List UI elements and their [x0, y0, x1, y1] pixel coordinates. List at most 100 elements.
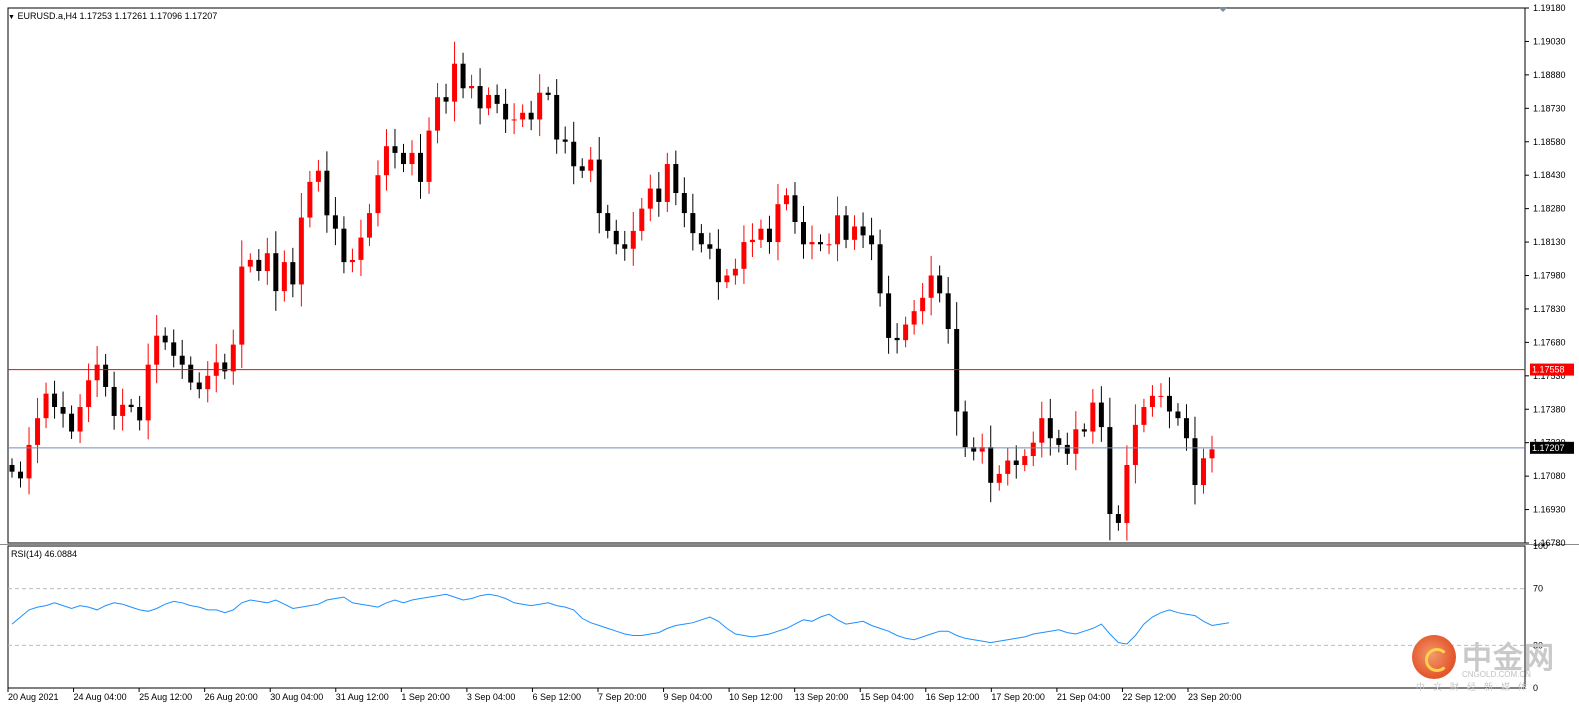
candle-body — [239, 266, 245, 345]
candle-body — [886, 293, 892, 338]
watermark: 中金网 CNGOLD.COM.CN 中文财经新媒体 — [1410, 633, 1570, 693]
candle-body — [520, 112, 526, 120]
candle — [749, 223, 755, 258]
candle — [383, 129, 389, 191]
candle-body — [537, 92, 543, 120]
candle — [103, 353, 109, 397]
time-axis-label: 10 Sep 12:00 — [729, 692, 783, 702]
candle — [1209, 435, 1215, 473]
candle-body — [145, 364, 151, 421]
price-axis-label: 1.17530 — [1533, 371, 1566, 381]
candle-body — [554, 94, 560, 140]
candle — [18, 461, 24, 488]
candle — [1158, 383, 1164, 408]
candle — [613, 219, 619, 255]
candle — [349, 248, 355, 273]
candle — [435, 83, 441, 144]
candle — [196, 372, 202, 399]
candle — [162, 327, 168, 350]
candle — [766, 215, 772, 254]
candle-body — [273, 253, 279, 292]
candle-body — [749, 239, 755, 243]
candle — [647, 174, 653, 222]
candle-body — [298, 217, 304, 285]
candle-body — [1166, 395, 1172, 412]
candle-body — [196, 382, 202, 390]
candle-body — [1090, 402, 1096, 432]
candle-body — [877, 244, 883, 294]
candle-body — [545, 92, 551, 95]
candle-body — [332, 215, 338, 229]
price-axis-label: 1.16930 — [1533, 505, 1566, 515]
candle — [256, 249, 262, 281]
candle-body — [1013, 460, 1019, 465]
candle-body — [741, 242, 747, 269]
time-axis-label: 3 Sep 04:00 — [467, 692, 516, 702]
candle-body — [664, 164, 670, 202]
price-axis-label: 1.17980 — [1533, 271, 1566, 281]
candle-body — [852, 226, 858, 240]
time-axis-label: 24 Aug 04:00 — [74, 692, 127, 702]
candle — [1005, 447, 1011, 486]
time-axis-label: 6 Sep 12:00 — [532, 692, 581, 702]
candle-body — [715, 248, 721, 283]
candle-body — [1192, 438, 1198, 486]
candle — [639, 197, 645, 241]
main-chart-pane — [7, 7, 1526, 544]
dropdown-arrow-icon[interactable]: ▼ — [8, 14, 15, 21]
candle — [273, 231, 279, 311]
candle — [494, 84, 500, 114]
time-axis-label: 20 Aug 2021 — [8, 692, 59, 702]
candle-body — [366, 213, 372, 238]
candle-body — [1175, 411, 1181, 419]
candle — [852, 215, 858, 250]
candle-body — [35, 418, 41, 445]
candle-body — [77, 407, 83, 432]
candle-body — [894, 337, 900, 341]
candle-body — [400, 152, 406, 165]
candle-body — [1073, 429, 1079, 454]
candle — [945, 277, 951, 344]
candle — [205, 361, 211, 403]
candle-body — [86, 380, 92, 408]
candle-body — [128, 404, 134, 408]
candle-body — [971, 447, 977, 452]
alert-price-badge — [1530, 363, 1574, 376]
candle-body — [247, 259, 253, 267]
candle-body — [928, 275, 934, 298]
watermark-url: CNGOLD.COM.CN — [1462, 670, 1531, 679]
candle-body — [120, 404, 126, 416]
candle — [903, 316, 909, 348]
candle-body — [1124, 464, 1130, 523]
price-axis-label: 1.19180 — [1533, 3, 1566, 13]
candle — [1192, 416, 1198, 505]
candle — [1047, 398, 1053, 456]
candle — [826, 233, 832, 255]
candle — [911, 300, 917, 335]
candle-body — [256, 259, 262, 272]
candle-body — [979, 447, 985, 452]
close-value: 1.17207 — [184, 11, 218, 21]
candle-body — [18, 471, 24, 479]
candle-body — [460, 63, 466, 89]
candle — [971, 437, 977, 461]
candle — [732, 258, 738, 285]
candle-body — [826, 244, 832, 246]
candle — [1166, 377, 1172, 429]
time-axis-label: 31 Aug 12:00 — [336, 692, 389, 702]
candle-body — [647, 188, 653, 209]
candle — [60, 391, 66, 428]
candle-body — [375, 175, 381, 214]
candle-body — [843, 215, 849, 240]
candle-body — [486, 94, 492, 109]
rsi-axis-label: 70 — [1533, 584, 1543, 594]
time-axis-label: 9 Sep 04:00 — [664, 692, 713, 702]
candle — [996, 465, 1002, 491]
candle — [894, 323, 900, 354]
candle-body — [1005, 460, 1011, 474]
candle — [94, 346, 100, 398]
candle — [605, 204, 611, 239]
time-axis-label: 17 Sep 20:00 — [991, 692, 1045, 702]
